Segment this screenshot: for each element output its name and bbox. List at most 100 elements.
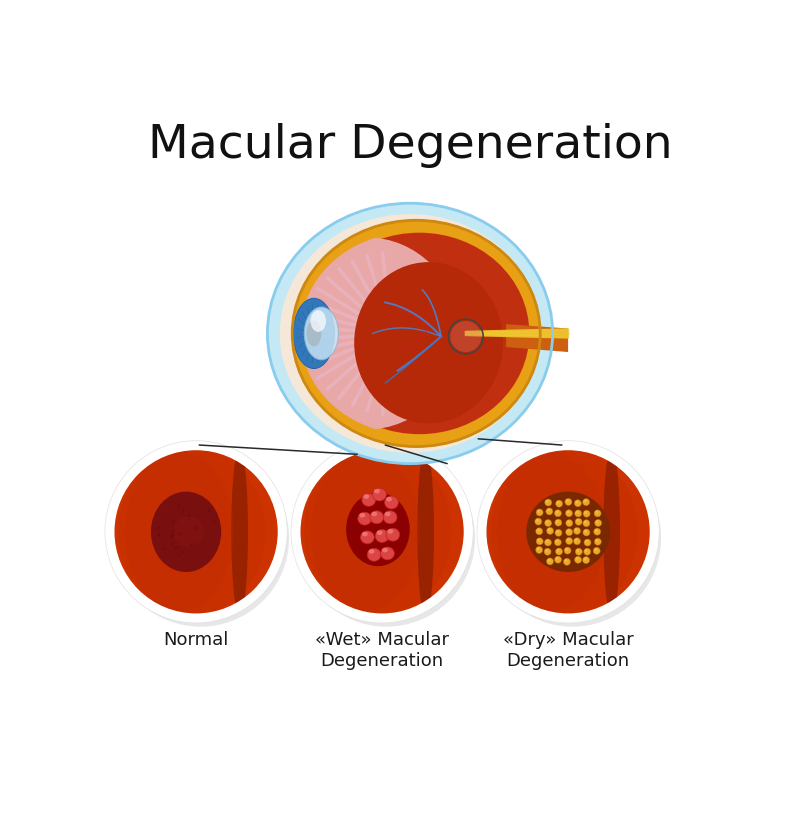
Ellipse shape [361, 531, 374, 544]
Circle shape [187, 518, 190, 521]
Circle shape [566, 539, 570, 541]
Circle shape [545, 499, 552, 506]
Text: Macular Degeneration: Macular Degeneration [148, 122, 672, 168]
Circle shape [484, 449, 661, 627]
Circle shape [582, 557, 590, 563]
Circle shape [566, 510, 573, 517]
Circle shape [554, 556, 562, 563]
Circle shape [595, 539, 598, 542]
Circle shape [291, 441, 474, 623]
Circle shape [179, 532, 182, 535]
Circle shape [537, 510, 540, 513]
Circle shape [554, 510, 562, 517]
Circle shape [575, 518, 582, 525]
Circle shape [536, 519, 538, 522]
Ellipse shape [370, 510, 384, 524]
Circle shape [545, 549, 548, 552]
Circle shape [584, 511, 587, 514]
Circle shape [298, 449, 475, 627]
Ellipse shape [293, 298, 335, 369]
Circle shape [594, 529, 598, 532]
Text: «Dry» Macular
Degeneration: «Dry» Macular Degeneration [502, 631, 634, 670]
Circle shape [450, 321, 482, 352]
Ellipse shape [497, 453, 606, 611]
Circle shape [575, 557, 578, 560]
Circle shape [594, 539, 602, 545]
Ellipse shape [363, 494, 369, 499]
Ellipse shape [383, 510, 397, 524]
Circle shape [112, 449, 280, 615]
Circle shape [557, 548, 559, 552]
Circle shape [566, 499, 569, 502]
Circle shape [594, 528, 601, 535]
Circle shape [187, 514, 190, 517]
Circle shape [545, 520, 552, 526]
Circle shape [547, 558, 550, 562]
Circle shape [555, 539, 558, 543]
Ellipse shape [125, 453, 234, 611]
Circle shape [574, 510, 582, 517]
Circle shape [547, 528, 550, 531]
Circle shape [207, 507, 210, 510]
Circle shape [555, 510, 558, 514]
Ellipse shape [381, 547, 394, 560]
Circle shape [195, 525, 198, 528]
Ellipse shape [418, 449, 434, 615]
Circle shape [170, 535, 174, 539]
Ellipse shape [385, 496, 398, 509]
Circle shape [584, 558, 586, 560]
Ellipse shape [231, 449, 248, 615]
Ellipse shape [151, 491, 222, 572]
Circle shape [536, 528, 542, 534]
Circle shape [566, 538, 573, 544]
Circle shape [213, 520, 215, 523]
Circle shape [583, 529, 590, 536]
Circle shape [194, 527, 197, 530]
Circle shape [298, 449, 466, 615]
Polygon shape [506, 324, 568, 352]
Ellipse shape [371, 511, 377, 516]
Circle shape [576, 519, 579, 522]
Circle shape [556, 500, 562, 507]
Circle shape [171, 543, 174, 545]
Ellipse shape [358, 512, 371, 525]
Circle shape [565, 559, 567, 562]
Circle shape [574, 539, 578, 542]
Circle shape [105, 441, 287, 623]
Circle shape [546, 500, 549, 503]
Circle shape [596, 520, 598, 523]
Circle shape [563, 558, 570, 565]
Circle shape [582, 499, 590, 506]
Ellipse shape [280, 214, 540, 453]
Circle shape [536, 538, 543, 545]
Circle shape [583, 510, 590, 517]
Circle shape [546, 508, 553, 515]
Circle shape [566, 520, 573, 527]
Circle shape [575, 548, 582, 555]
Circle shape [546, 558, 554, 565]
Circle shape [537, 547, 540, 550]
Circle shape [181, 550, 184, 553]
Ellipse shape [367, 548, 381, 561]
Circle shape [565, 548, 568, 551]
Circle shape [546, 520, 549, 523]
Circle shape [576, 510, 578, 514]
Circle shape [157, 533, 160, 536]
Circle shape [566, 510, 570, 514]
Circle shape [584, 520, 587, 524]
Ellipse shape [354, 262, 503, 424]
Circle shape [574, 500, 582, 507]
Text: Normal: Normal [163, 631, 229, 649]
Circle shape [182, 509, 185, 512]
Circle shape [584, 500, 586, 502]
Circle shape [157, 527, 160, 530]
Ellipse shape [387, 529, 394, 534]
Circle shape [555, 529, 562, 536]
Ellipse shape [490, 449, 638, 615]
Circle shape [585, 549, 588, 552]
Circle shape [585, 539, 588, 543]
Circle shape [208, 510, 211, 513]
Circle shape [545, 539, 551, 546]
Circle shape [194, 544, 196, 546]
Circle shape [485, 449, 652, 615]
